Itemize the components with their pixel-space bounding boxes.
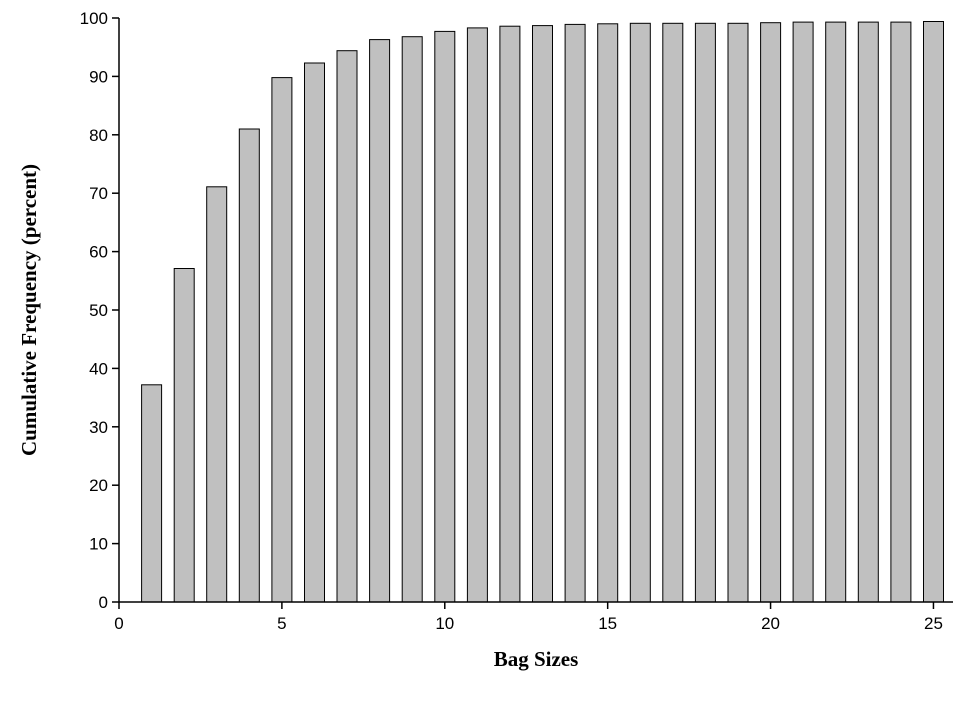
bar-bag-size-5 — [271, 77, 293, 603]
bar-bag-size-10 — [434, 30, 456, 603]
bar-bag-size-12 — [499, 25, 521, 603]
bar-bag-size-20 — [760, 22, 782, 603]
y-tick-label-80: 80 — [89, 126, 108, 145]
x-ticks-group: 0 5 10 15 20 25 — [114, 602, 943, 633]
y-axis-title: Cumulative Frequency (percent) — [17, 164, 41, 456]
bar-bag-size-23 — [857, 21, 879, 603]
bar-bag-size-2 — [173, 268, 195, 603]
x-tick-label-5: 5 — [277, 614, 286, 633]
y-tick-label-30: 30 — [89, 418, 108, 437]
y-tick-label-20: 20 — [89, 476, 108, 495]
x-axis-title: Bag Sizes — [494, 647, 579, 671]
x-tick-label-20: 20 — [761, 614, 780, 633]
bar-bag-size-15 — [597, 23, 619, 603]
bar-bag-size-14 — [564, 23, 586, 603]
bar-bag-size-11 — [466, 27, 488, 603]
bar-bag-size-22 — [825, 21, 847, 603]
y-tick-label-70: 70 — [89, 184, 108, 203]
bars-group — [141, 21, 944, 603]
bar-bag-size-13 — [532, 25, 553, 603]
y-tick-label-10: 10 — [89, 535, 108, 554]
bar-bag-size-3 — [206, 186, 228, 603]
x-tick-label-15: 15 — [598, 614, 617, 633]
y-tick-label-0: 0 — [99, 593, 108, 612]
bar-bag-size-16 — [629, 22, 651, 603]
bar-bag-size-9 — [401, 36, 423, 603]
y-ticks-group: 0 10 20 30 40 50 60 70 80 90 100 — [80, 9, 119, 612]
x-tick-label-0: 0 — [114, 614, 123, 633]
bar-bag-size-8 — [369, 39, 391, 603]
bar-bag-size-21 — [792, 21, 814, 603]
y-tick-label-40: 40 — [89, 359, 108, 378]
bar-bag-size-17 — [662, 22, 684, 603]
bar-bag-size-25 — [923, 21, 944, 603]
bar-bag-size-7 — [336, 50, 358, 603]
bar-bag-size-24 — [890, 21, 912, 603]
y-tick-label-90: 90 — [89, 67, 108, 86]
bar-bag-size-19 — [727, 22, 749, 603]
bar-bag-size-4 — [238, 128, 260, 603]
bar-bag-size-18 — [694, 22, 716, 603]
bar-bag-size-6 — [304, 62, 325, 603]
x-tick-label-10: 10 — [435, 614, 454, 633]
x-tick-label-25: 25 — [924, 614, 943, 633]
y-tick-label-50: 50 — [89, 301, 108, 320]
bar-bag-size-1 — [141, 384, 163, 603]
y-tick-label-100: 100 — [80, 9, 108, 28]
y-tick-label-60: 60 — [89, 243, 108, 262]
